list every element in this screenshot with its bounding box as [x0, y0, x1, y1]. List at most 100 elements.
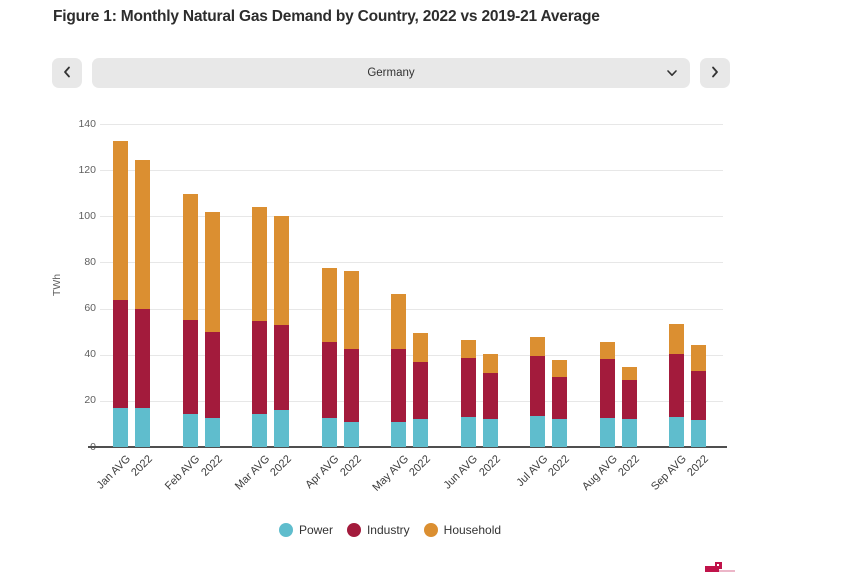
legend-label: Power: [298, 523, 333, 537]
x-axis-tick-label: 2022: [546, 453, 572, 479]
bar-segment-household[interactable]: [669, 323, 684, 354]
bar-segment-household[interactable]: [391, 293, 406, 349]
y-axis-tick-label: 120: [78, 163, 96, 176]
bar-jan-avg-0[interactable]: [113, 141, 128, 447]
bar-segment-industry[interactable]: [691, 370, 706, 421]
bar-segment-power[interactable]: [113, 407, 128, 447]
x-axis-tick-label: 2022: [685, 453, 711, 479]
bar-segment-industry[interactable]: [599, 359, 615, 419]
bar-segment-household[interactable]: [274, 216, 289, 325]
bar-segment-industry[interactable]: [552, 376, 567, 420]
bar-segment-industry[interactable]: [321, 342, 337, 419]
y-axis-tick-label: 60: [84, 302, 96, 315]
bar-segment-power[interactable]: [599, 418, 615, 447]
legend-swatch-icon: [423, 523, 438, 537]
bar-segment-household[interactable]: [182, 194, 198, 321]
bar-segment-household[interactable]: [204, 211, 220, 332]
bar-segment-household[interactable]: [482, 353, 498, 374]
bar-sep-avg-8[interactable]: [669, 323, 684, 447]
bar-segment-household[interactable]: [413, 332, 428, 362]
bar-2022-1[interactable]: [204, 211, 220, 447]
bar-segment-household[interactable]: [691, 345, 706, 371]
bar-segment-industry[interactable]: [669, 353, 684, 417]
bar-segment-household[interactable]: [530, 337, 545, 356]
gridline: [100, 262, 723, 264]
bar-segment-industry[interactable]: [413, 361, 428, 420]
bar-segment-industry[interactable]: [530, 355, 545, 416]
bar-segment-power[interactable]: [552, 419, 567, 447]
bar-segment-industry[interactable]: [252, 321, 267, 414]
y-axis-tick-label: 20: [84, 394, 96, 407]
bar-segment-power[interactable]: [691, 420, 706, 447]
bar-segment-power[interactable]: [321, 418, 337, 447]
bar-segment-industry[interactable]: [343, 348, 359, 422]
bar-jun-avg-5[interactable]: [460, 339, 476, 447]
bar-may-avg-4[interactable]: [391, 293, 406, 447]
bar-segment-power[interactable]: [252, 413, 267, 447]
bar-segment-household[interactable]: [552, 360, 567, 377]
bar-segment-industry[interactable]: [274, 324, 289, 411]
legend-swatch-icon: [346, 523, 361, 537]
bar-segment-power[interactable]: [204, 418, 220, 447]
bar-apr-avg-3[interactable]: [321, 268, 337, 447]
x-axis-line: [88, 446, 727, 448]
bar-segment-household[interactable]: [621, 367, 637, 381]
next-country-button[interactable]: [700, 58, 730, 88]
bar-segment-power[interactable]: [274, 410, 289, 447]
bar-2022-0[interactable]: [135, 159, 150, 447]
bar-2022-8[interactable]: [691, 345, 706, 447]
bar-segment-industry[interactable]: [460, 358, 476, 417]
brand-logo-shape: [717, 564, 719, 566]
brand-logo[interactable]: [704, 561, 736, 573]
bar-segment-power[interactable]: [669, 416, 684, 447]
x-axis-tick-label: Feb AVG: [163, 453, 203, 493]
bar-segment-industry[interactable]: [113, 300, 128, 408]
bar-jul-avg-6[interactable]: [530, 337, 545, 447]
bar-segment-household[interactable]: [252, 207, 267, 322]
bar-segment-household[interactable]: [599, 342, 615, 360]
previous-country-button[interactable]: [52, 58, 82, 88]
legend-item-household[interactable]: Household: [423, 523, 501, 537]
bar-segment-industry[interactable]: [135, 308, 150, 408]
bar-2022-6[interactable]: [552, 360, 567, 447]
bar-segment-industry[interactable]: [621, 380, 637, 420]
x-axis-tick-label: Jul AVG: [513, 453, 550, 490]
bar-segment-household[interactable]: [113, 141, 128, 301]
bar-segment-household[interactable]: [460, 339, 476, 359]
bar-segment-power[interactable]: [135, 407, 150, 447]
bar-segment-power[interactable]: [391, 421, 406, 447]
bar-segment-industry[interactable]: [482, 373, 498, 420]
x-axis-tick-label: 2022: [337, 453, 364, 479]
x-axis-tick-label: 2022: [476, 453, 503, 479]
gridline: [100, 308, 723, 310]
bar-2022-5[interactable]: [482, 353, 498, 447]
country-select[interactable]: Germany: [92, 58, 690, 88]
gridline: [100, 400, 723, 402]
bar-2022-7[interactable]: [621, 367, 637, 447]
bar-feb-avg-1[interactable]: [182, 194, 198, 447]
bar-segment-power[interactable]: [182, 413, 198, 447]
bar-segment-industry[interactable]: [182, 320, 198, 414]
bar-segment-household[interactable]: [321, 268, 337, 343]
bar-2022-3[interactable]: [343, 270, 359, 447]
bar-segment-household[interactable]: [135, 159, 150, 309]
bar-segment-industry[interactable]: [204, 331, 220, 419]
bar-segment-power[interactable]: [343, 421, 359, 447]
bar-segment-household[interactable]: [343, 270, 359, 349]
legend-item-power[interactable]: Power: [278, 523, 333, 537]
bar-segment-power[interactable]: [413, 419, 428, 447]
x-axis-tick-label: 2022: [129, 453, 155, 479]
bar-2022-2[interactable]: [274, 216, 289, 447]
legend-item-industry[interactable]: Industry: [346, 523, 410, 537]
bar-mar-avg-2[interactable]: [252, 207, 267, 447]
bar-2022-4[interactable]: [413, 332, 428, 447]
legend-label: Industry: [366, 523, 410, 537]
x-axis-tick-label: Jan AVG: [94, 453, 133, 492]
bar-aug-avg-7[interactable]: [599, 342, 615, 447]
bar-segment-power[interactable]: [530, 415, 545, 447]
bar-segment-power[interactable]: [460, 416, 476, 447]
bar-segment-industry[interactable]: [391, 348, 406, 422]
gridline: [100, 124, 723, 125]
bar-segment-power[interactable]: [482, 419, 498, 447]
bar-segment-power[interactable]: [621, 419, 637, 447]
